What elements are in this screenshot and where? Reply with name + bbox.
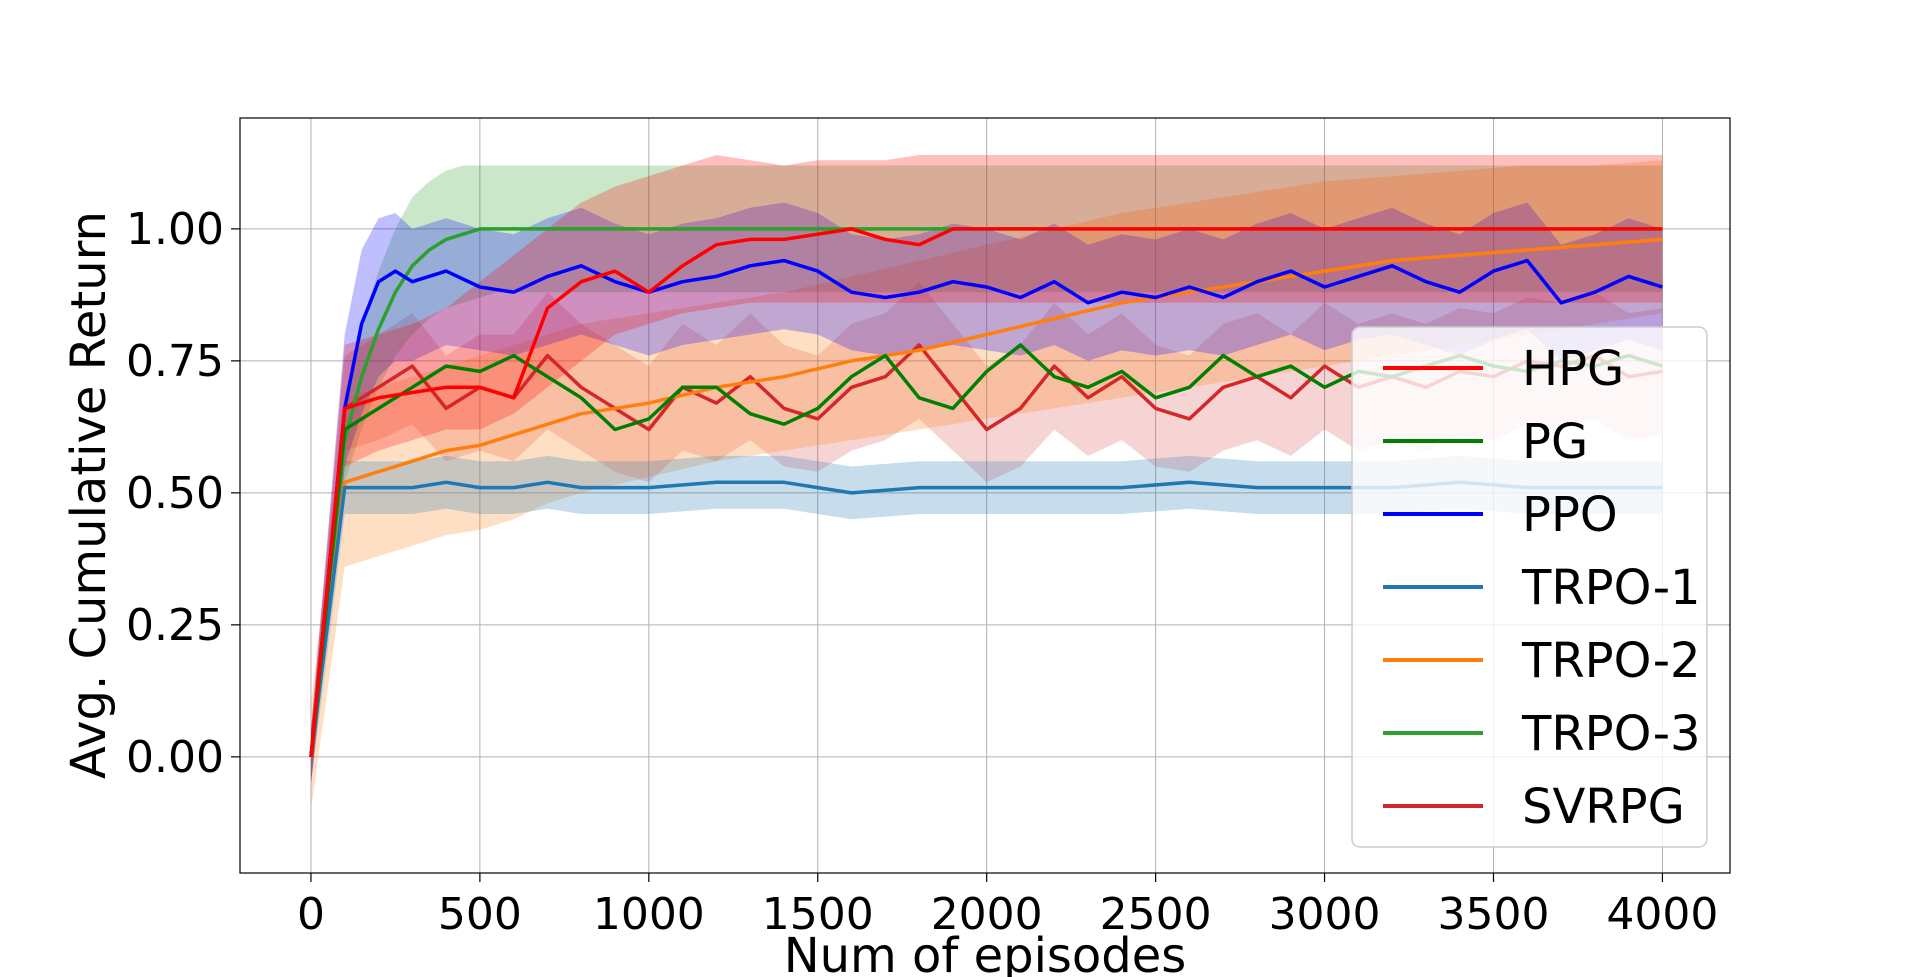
legend-label-ppo: PPO	[1522, 487, 1618, 543]
x-tick-label: 3000	[1269, 889, 1381, 940]
legend-label-svrpg: SVRPG	[1522, 779, 1685, 835]
legend: HPG PG PPO TRPO-1 TRPO-2 TRPO-3 SVRPG	[1351, 326, 1708, 848]
y-tick-label: 0.75	[126, 336, 224, 387]
x-tick-label: 2000	[931, 889, 1043, 940]
y-tick-label: 0.25	[126, 600, 224, 651]
legend-label-trpo-2: TRPO-2	[1521, 633, 1701, 689]
band-hpg	[311, 155, 1663, 784]
line-hpg	[309, 227, 1663, 757]
y-tick-label: 0.00	[126, 732, 224, 783]
line-trpo-2	[309, 237, 1663, 758]
line-ppo	[309, 258, 1663, 757]
x-tick-label: 2500	[1100, 889, 1212, 940]
band-ppo	[311, 202, 1663, 784]
legend-label-pg: PG	[1522, 414, 1588, 470]
x-tick-label: 4000	[1606, 889, 1718, 940]
y-axis-label: Avg. Cumulative Return	[61, 211, 117, 779]
legend-box	[1351, 326, 1708, 848]
x-tick-label: 1000	[593, 889, 705, 940]
y-axis-ticks: 0.00 0.25 0.50 0.75 1.00	[126, 204, 240, 783]
band-trpo-2	[311, 160, 1663, 810]
x-tick-label: 1500	[762, 889, 874, 940]
x-axis-ticks: 0 500 1000 1500 2000 2500 3000 3500 4000	[297, 873, 1718, 940]
x-tick-label: 0	[297, 889, 325, 940]
legend-label-trpo-3: TRPO-3	[1521, 706, 1701, 762]
legend-label-hpg: HPG	[1522, 341, 1624, 397]
x-tick-label: 500	[438, 889, 522, 940]
band-svrpg	[311, 281, 1663, 784]
y-tick-label: 1.00	[126, 204, 224, 255]
x-tick-label: 3500	[1437, 889, 1549, 940]
x-axis-label: Num of episodes	[784, 928, 1187, 977]
legend-label-trpo-1: TRPO-1	[1521, 560, 1701, 616]
y-tick-label: 0.50	[126, 468, 224, 519]
confidence-bands	[311, 155, 1663, 810]
plot-frame	[239, 117, 1731, 874]
